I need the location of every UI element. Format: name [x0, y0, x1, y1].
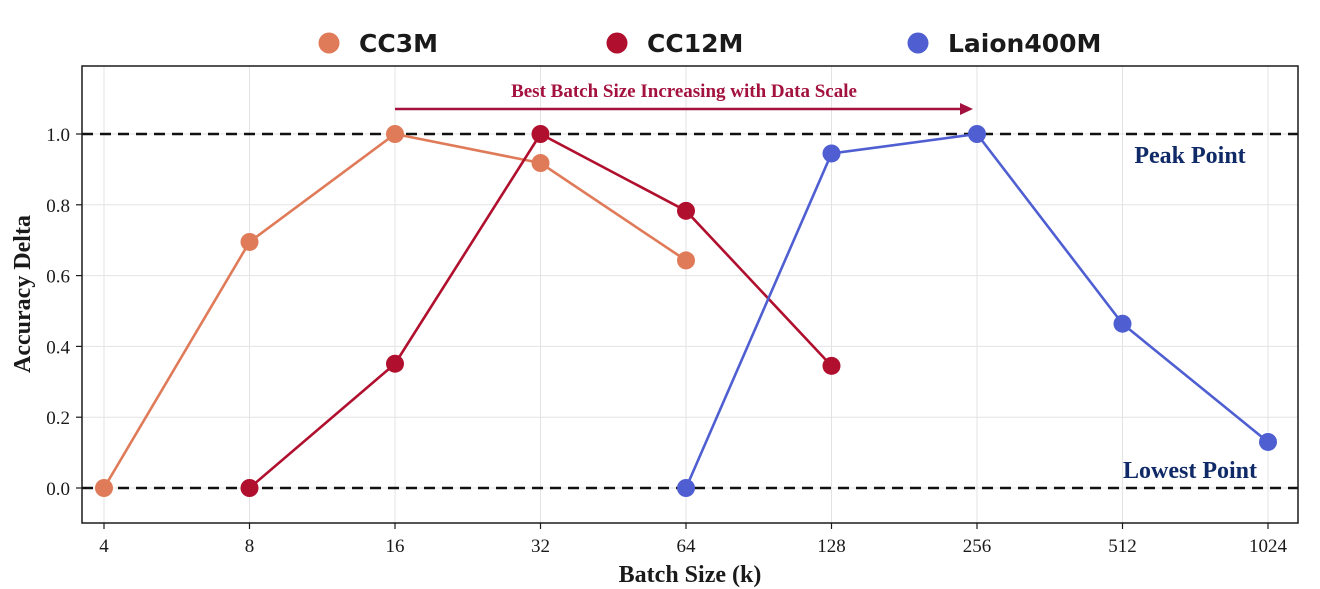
legend-label: CC12M	[647, 29, 743, 58]
legend-marker	[606, 32, 628, 54]
x-tick-label: 64	[677, 536, 697, 557]
tick-labels: 4 8 16 32 64 128 256 512 1024 0.0 0.2 0.4 0.6 0.8 1.0	[46, 125, 1287, 557]
peak-point-label: Peak Point	[1134, 143, 1245, 169]
annotation: Best Batch Size Increasing with Data Sca…	[395, 81, 973, 115]
y-tick-label: 0.8	[46, 196, 70, 217]
legend: CC3M CC12M Laion400M	[318, 29, 1101, 58]
legend-item-cc12m: CC12M	[606, 29, 743, 58]
legend-label: CC3M	[359, 29, 438, 58]
data-point	[531, 125, 550, 143]
annotation-arrow-head	[960, 103, 973, 115]
y-tick-label: 0.6	[46, 267, 70, 288]
data-point	[822, 356, 841, 375]
x-tick-label: 1024	[1249, 536, 1288, 557]
x-tick-label: 256	[963, 536, 992, 557]
y-tick-label: 0.2	[46, 408, 70, 429]
data-point	[386, 354, 404, 373]
y-axis-title: Accuracy Delta	[10, 215, 36, 373]
x-tick-label: 4	[99, 536, 109, 557]
series	[95, 125, 1277, 497]
legend-marker	[318, 32, 340, 54]
data-point	[677, 201, 695, 220]
data-point	[531, 154, 550, 173]
data-point	[677, 479, 695, 497]
series-cc3m	[95, 125, 695, 497]
legend-marker	[907, 32, 929, 54]
plot-frame	[81, 65, 1299, 524]
data-point	[1259, 432, 1277, 451]
legend-item-cc3m: CC3M	[318, 29, 438, 58]
series-laion400m	[677, 125, 1277, 497]
data-point	[95, 479, 113, 497]
legend-label: Laion400M	[948, 29, 1101, 58]
y-tick-label: 1.0	[46, 125, 70, 146]
x-tick-label: 128	[817, 536, 846, 557]
axes	[81, 65, 1299, 524]
annotation-text: Best Batch Size Increasing with Data Sca…	[511, 81, 857, 102]
legend-item-laion400m: Laion400M	[907, 29, 1101, 58]
data-point	[968, 125, 986, 143]
data-point	[240, 232, 259, 251]
y-tick-label: 0.4	[46, 337, 70, 358]
data-point	[822, 144, 841, 163]
x-tick-label: 32	[531, 536, 550, 557]
x-tick-label: 512	[1108, 536, 1137, 557]
data-point	[386, 125, 404, 143]
series-cc12m	[240, 125, 841, 497]
x-axis-title: Batch Size (k)	[619, 562, 762, 588]
lowest-point-label: Lowest Point	[1123, 458, 1257, 484]
x-tick-label: 16	[386, 536, 405, 557]
data-point	[677, 251, 695, 270]
data-point	[1113, 314, 1132, 333]
y-tick-label: 0.0	[46, 479, 70, 500]
data-point	[240, 479, 259, 497]
reference-lines: Peak Point Lowest Point	[82, 132, 1298, 490]
x-tick-label: 8	[245, 536, 255, 557]
